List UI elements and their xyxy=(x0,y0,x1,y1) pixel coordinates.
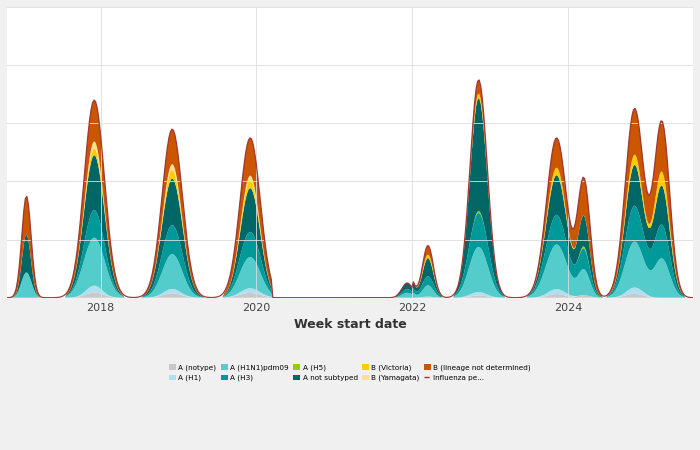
X-axis label: Week start date: Week start date xyxy=(293,318,407,331)
Legend: A (notype), A (H1), A (H1N1)pdm09, A (H3), A (H5), A not subtyped, B (Victoria),: A (notype), A (H1), A (H1N1)pdm09, A (H3… xyxy=(169,364,531,381)
